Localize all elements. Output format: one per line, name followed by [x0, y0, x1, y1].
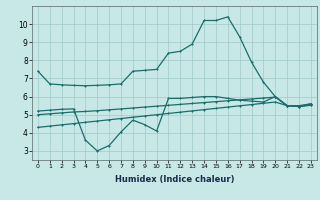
X-axis label: Humidex (Indice chaleur): Humidex (Indice chaleur): [115, 175, 234, 184]
